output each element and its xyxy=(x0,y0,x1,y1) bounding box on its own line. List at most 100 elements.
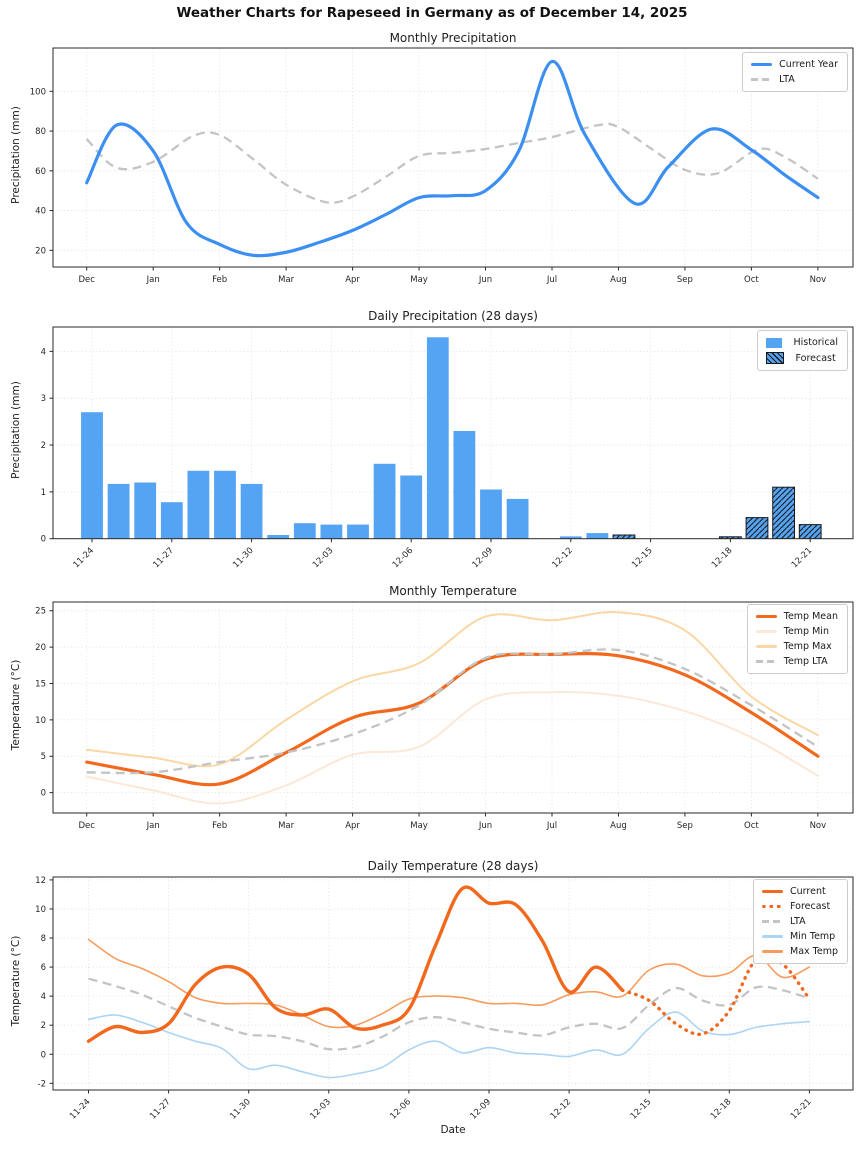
x-tick-label: Apr xyxy=(345,821,360,831)
legend-label: Current Year xyxy=(779,59,838,70)
x-tick-label: Jun xyxy=(478,821,492,831)
y-tick-label: 2 xyxy=(41,441,46,451)
legend-item-temp-lta: Temp LTA xyxy=(755,656,838,667)
x-tick-label: 11-24 xyxy=(72,546,97,571)
x-tick-label: Apr xyxy=(345,275,360,285)
legend-label: Max Temp xyxy=(790,946,838,957)
chart-title-daily-temperature: Daily Temperature (28 days) xyxy=(367,859,539,873)
x-tick-label: 12-06 xyxy=(391,546,416,571)
x-tick-label: 12-15 xyxy=(629,1097,654,1122)
x-tick-label: 11-30 xyxy=(231,546,256,571)
legend-swatch xyxy=(751,78,773,81)
y-tick-label: 3 xyxy=(41,394,46,404)
legend-swatch xyxy=(751,62,773,67)
historical-bar xyxy=(453,431,476,539)
x-tick-label: May xyxy=(410,821,428,831)
x-tick-label: 12-21 xyxy=(790,546,815,571)
plot-frame xyxy=(52,601,854,814)
historical-bar xyxy=(267,535,290,539)
historical-bar xyxy=(559,536,582,539)
chart-title-monthly-precipitation: Monthly Precipitation xyxy=(389,31,517,45)
y-tick-label: -2 xyxy=(38,1079,46,1089)
x-tick-label: May xyxy=(410,275,428,285)
x-tick-label: Sep xyxy=(677,275,693,285)
historical-bar xyxy=(347,524,369,539)
x-tick-label: Nov xyxy=(810,275,827,285)
x-tick-label: Sep xyxy=(677,821,693,831)
gridlines xyxy=(53,602,853,813)
series-line-temp-lta xyxy=(86,648,819,775)
series-line-current-year xyxy=(85,59,820,258)
y-tick-label: 1 xyxy=(41,488,46,498)
gridlines xyxy=(53,48,853,267)
y-tick-label: 80 xyxy=(35,127,46,137)
plot-frame xyxy=(52,876,854,1091)
historical-bar xyxy=(214,470,236,539)
legend-label: Historical xyxy=(793,337,839,348)
legend-swatch xyxy=(755,614,777,619)
x-tick-label: 12-09 xyxy=(469,1097,494,1122)
y-tick-label: 15 xyxy=(35,679,46,689)
historical-bar xyxy=(81,412,103,539)
chart-daily-temperature: -2 0 2 4 6 8 10 12 11-24 11-27 11-30 12-03 12-06 12-0… xyxy=(35,876,854,1122)
x-tick-label: Dec xyxy=(78,275,95,285)
legend-monthly-precipitation: Current Year LTA xyxy=(742,52,848,92)
x-tick-label: 12-12 xyxy=(550,546,575,571)
historical-bar xyxy=(107,483,130,539)
legend-swatch xyxy=(765,337,782,348)
y-tick-label: 12 xyxy=(35,876,46,886)
x-tick-label: 12-09 xyxy=(471,546,496,571)
series-line-temp-min xyxy=(85,691,819,805)
legend-label: Forecast xyxy=(790,901,831,912)
x-tick-label: Mar xyxy=(278,821,295,831)
x-tick-label: 11-27 xyxy=(148,1097,173,1122)
historical-bar xyxy=(480,489,502,539)
historical-bar xyxy=(134,482,157,539)
legend-label: Min Temp xyxy=(790,931,836,942)
y-tick-label: 0 xyxy=(41,789,46,799)
series-line-temp-max xyxy=(85,611,819,768)
plot-frame xyxy=(52,47,854,268)
series-line-forecast xyxy=(620,954,812,1037)
plot-frame xyxy=(52,326,854,540)
chart-title-daily-precipitation: Daily Precipitation (28 days) xyxy=(368,309,538,323)
legend-swatch xyxy=(755,660,777,663)
legend-item-lta: LTA xyxy=(751,74,838,85)
x-tick-label: Feb xyxy=(212,821,227,831)
x-tick-label: Oct xyxy=(744,821,759,831)
y-tick-label: 5 xyxy=(41,752,46,762)
legend-label: Forecast xyxy=(795,352,836,364)
chart-daily-precipitation: 0 1 2 3 4 11-24 11-27 11-30 12-03 12-06 12-09 12-12… xyxy=(41,326,854,571)
chart-title-monthly-temperature: Monthly Temperature xyxy=(389,584,517,598)
y-tick-label: 2 xyxy=(41,1021,46,1031)
legend-swatch xyxy=(762,950,784,953)
legend-item-temp-max: Temp Max xyxy=(755,641,838,652)
legend-item-current: Current xyxy=(762,886,838,897)
legend-swatch xyxy=(762,935,784,938)
x-tick-label: Nov xyxy=(810,821,827,831)
x-tick-label: Jan xyxy=(146,821,160,831)
legend-item-temp-min: Temp Min xyxy=(755,626,838,637)
forecast-bar-hatch xyxy=(612,534,636,539)
legend-swatch xyxy=(765,352,784,364)
legend-monthly-temperature: Temp Mean Temp Min Temp Max Temp LTA xyxy=(746,604,848,674)
x-tick-label: Jan xyxy=(146,275,160,285)
legend-label: Temp LTA xyxy=(783,656,828,667)
y-tick-label: 0 xyxy=(41,535,46,545)
legend-item-forecast: Forecast xyxy=(762,901,838,912)
axis-ticks: 0 5 10 15 20 25 Dec Jan Feb Mar Apr May Jun Jul Aug Sep… xyxy=(35,607,826,831)
series-layer xyxy=(81,337,822,539)
series-layer xyxy=(86,885,812,1079)
historical-bar xyxy=(506,498,529,539)
series-line-lta xyxy=(85,122,819,204)
legend-label: Temp Mean xyxy=(783,611,838,622)
legend-swatch xyxy=(762,889,784,894)
historical-bar xyxy=(373,463,396,539)
series-line-lta xyxy=(88,977,810,1051)
legend-daily-precipitation: Historical Forecast xyxy=(756,330,848,371)
series-line-min-temp xyxy=(87,1011,811,1079)
x-tick-label: 11-24 xyxy=(68,1097,93,1122)
series-layer xyxy=(85,611,820,805)
x-tick-label: Dec xyxy=(78,821,95,831)
